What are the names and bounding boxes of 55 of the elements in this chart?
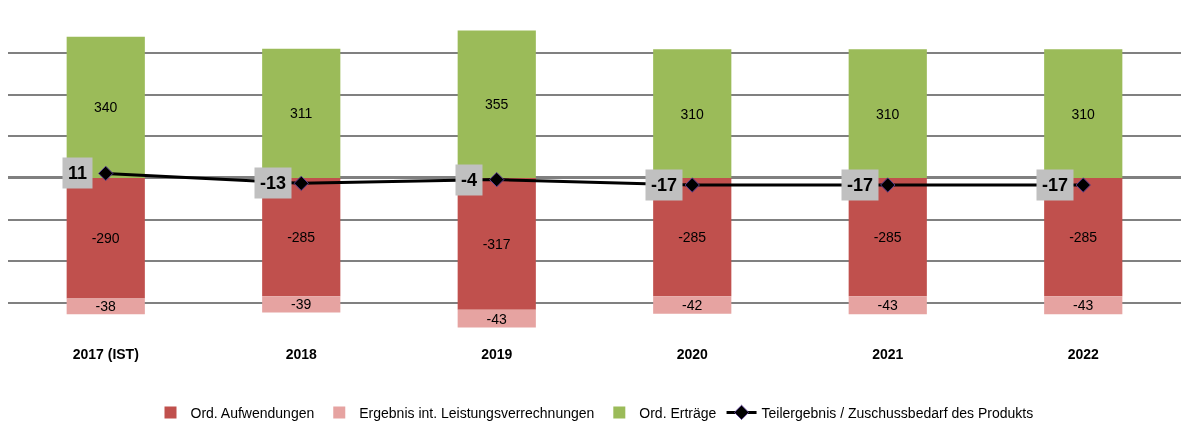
data-label: 11 xyxy=(68,163,88,183)
bar xyxy=(1044,177,1123,297)
bar xyxy=(653,49,732,178)
point xyxy=(880,177,896,193)
data-label: -43 xyxy=(877,297,898,314)
bar xyxy=(848,296,927,315)
data-label: -42 xyxy=(682,297,703,314)
legend-label: Ord. Aufwendungen xyxy=(190,404,315,421)
bar xyxy=(66,177,145,299)
data-label: -285 xyxy=(1069,229,1098,246)
legend-label: Ergebnis int. Leistungsverrechnungen xyxy=(359,404,595,421)
point xyxy=(98,165,114,182)
bar xyxy=(66,36,145,178)
x-tick-label: 2020 xyxy=(676,346,709,362)
bar xyxy=(262,296,341,313)
data-label: -43 xyxy=(486,310,507,327)
data-label: -17 xyxy=(651,175,678,195)
data-label: -43 xyxy=(1073,297,1094,314)
bar xyxy=(66,298,145,315)
data-label: -39 xyxy=(291,296,312,313)
point xyxy=(489,171,505,188)
data-label: -4 xyxy=(461,170,478,190)
bar xyxy=(848,49,927,178)
bar xyxy=(1044,49,1123,178)
point xyxy=(293,175,309,192)
point xyxy=(1075,177,1091,193)
point xyxy=(684,177,700,193)
data-label: -317 xyxy=(482,235,511,252)
data-label: -285 xyxy=(287,229,316,246)
legend-label: Teilergebnis / Zuschussbedarf des Produkts xyxy=(761,404,1034,421)
bar xyxy=(653,177,732,297)
data-label: -285 xyxy=(678,229,707,246)
data-label: -13 xyxy=(260,173,287,193)
data-label: 311 xyxy=(289,105,313,122)
bar xyxy=(262,48,341,178)
bar xyxy=(848,177,927,297)
data-label: 310 xyxy=(875,105,900,122)
bar xyxy=(457,309,536,328)
data-label: 310 xyxy=(1071,105,1096,122)
x-tick-label: 2017 (IST) xyxy=(72,346,139,362)
data-label: 310 xyxy=(680,105,705,122)
x-tick-label: 2022 xyxy=(1067,346,1100,362)
data-label: -17 xyxy=(847,175,874,195)
x-tick-label: 2018 xyxy=(285,346,318,362)
data-label: 340 xyxy=(93,99,118,116)
x-tick-label: 2019 xyxy=(481,346,513,362)
bar xyxy=(1044,296,1123,315)
data-label: -285 xyxy=(873,229,902,246)
bar xyxy=(653,296,732,314)
data-label: -17 xyxy=(1042,175,1069,195)
legend-label: Ord. Erträge xyxy=(639,404,717,421)
data-label: 355 xyxy=(484,96,509,113)
data-label: -38 xyxy=(95,298,116,315)
data-label: -290 xyxy=(91,230,120,247)
x-tick-label: 2021 xyxy=(872,346,904,362)
